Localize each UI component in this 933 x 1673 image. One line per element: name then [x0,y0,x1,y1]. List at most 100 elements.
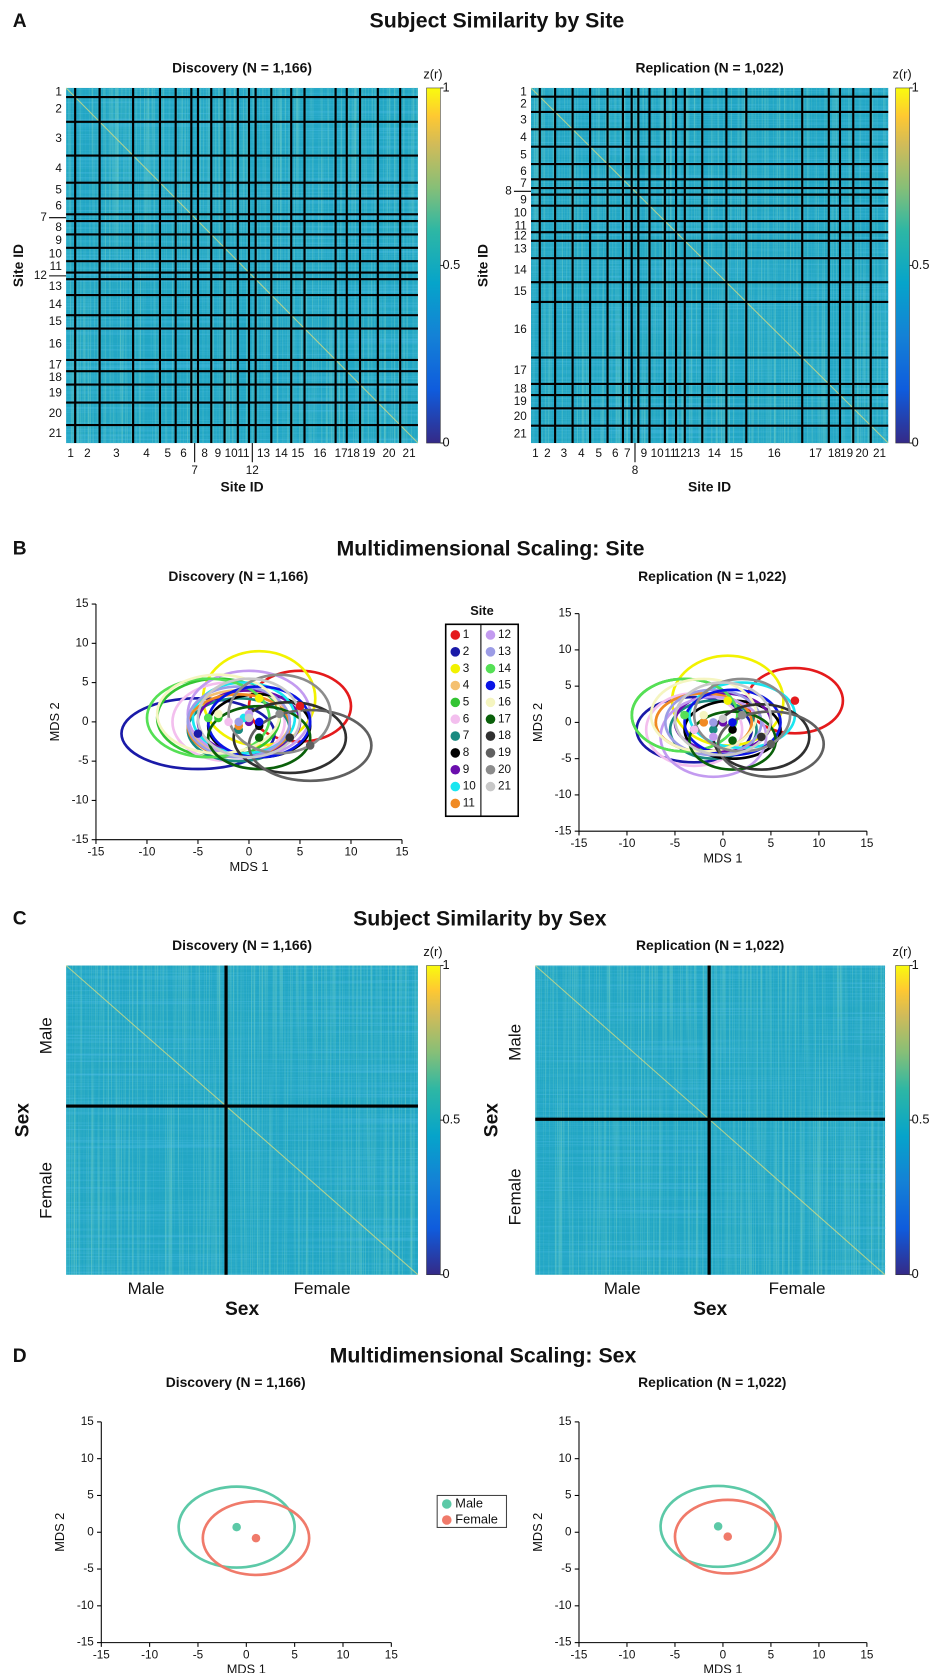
chart-subtitle: Replication (N = 1,022) [636,937,784,953]
y-tick-label: 19 [49,387,62,400]
centroid [295,701,305,711]
x-tick-label: 7 [624,447,631,460]
x-tick-label: -10 [619,1649,636,1662]
y-axis-label: MDS 2 [530,703,545,742]
legend-swatch [485,630,496,640]
y-tick-label: -10 [72,794,89,807]
panel-letter: B [13,539,27,560]
colorbar-tick-label: 1 [443,79,450,94]
centroid [244,713,254,723]
centroid [689,725,699,734]
centroid [766,739,776,749]
colorbar-label: z(r) [423,944,442,959]
centroid [723,696,733,705]
y-tick-label: -5 [83,1562,94,1575]
panel-title: Subject Similarity by Sex [353,906,607,930]
y-tick-label: 5 [565,679,572,692]
y-tick-label: -15 [555,824,572,837]
x-tick-label: 10 [651,447,665,460]
y-tick-label: 8 [55,221,62,234]
spread-ellipse [227,673,332,755]
panel-letter: D [13,1346,27,1367]
y-tick-label: 6 [55,200,62,213]
legend-swatch [441,1515,452,1525]
spread-ellipse [206,704,312,771]
x-tick-label: 1 [532,447,539,460]
colorbar-tick-label: 0.5 [912,257,930,272]
y-tick-label: 20 [49,407,63,420]
x-tick-label: -5 [193,1649,204,1662]
colorbar-label: z(r) [892,67,911,82]
x-tick-label: -10 [139,846,156,859]
y-tick-label: 12 [34,269,47,282]
panel-title: Multidimensional Scaling: Sex [330,1343,637,1367]
y-tick-label: Male [506,1024,525,1061]
y-axis-label: MDS 2 [47,702,62,741]
legend-label: 21 [498,780,511,793]
y-tick-label: 7 [520,177,527,190]
spread-ellipse [668,699,758,760]
legend-swatch [450,647,461,657]
x-tick-label: 17 [335,447,348,460]
x-tick-label: 15 [291,447,305,460]
x-tick-label: 5 [768,1649,775,1662]
x-axis-label: MDS 1 [703,850,742,865]
colorbar-tick-label: 1 [912,957,919,972]
y-tick-label: 10 [75,636,89,649]
panel-title: Multidimensional Scaling: Site [337,536,645,560]
legend-label: 20 [498,763,512,776]
colorbar-label: z(r) [892,944,911,959]
x-tick-label: 5 [291,1649,298,1662]
x-tick-label: 2 [84,447,91,460]
legend-label: 16 [498,695,511,708]
x-tick-label: 5 [596,447,603,460]
x-tick-label: 1 [67,447,74,460]
y-tick-label: 5 [55,184,62,197]
legend-swatch [485,781,496,792]
centroid [254,694,264,703]
x-tick-label: 21 [403,447,416,460]
y-tick-label: -10 [77,1599,94,1612]
legend-label: 14 [498,662,512,675]
colorbar [426,87,441,444]
y-tick-label: 7 [40,211,47,224]
y-tick-label: 18 [514,383,528,396]
legend-swatch [450,748,461,758]
chart-subtitle: Replication (N = 1,022) [638,1374,786,1390]
x-tick-label: 21 [873,447,886,460]
x-tick-label: Female [294,1279,351,1298]
y-tick-label: -15 [77,1636,94,1649]
x-tick-label: 17 [809,447,822,460]
y-tick-label: -15 [555,1636,572,1649]
x-tick-label: 9 [641,447,648,460]
x-tick-label: Male [604,1279,641,1298]
matrix-diagonal [65,965,419,1276]
legend-label: 11 [463,797,475,810]
centroid [254,733,264,742]
x-tick-label: Female [769,1279,826,1298]
y-tick-label: Female [506,1169,525,1226]
spread-ellipse [201,1500,311,1577]
x-tick-label: 12 [246,464,259,477]
x-tick-label: 10 [336,1649,350,1662]
legend-label: 13 [498,645,511,658]
centroid [737,710,747,720]
x-tick-label: 0 [246,846,253,859]
centroid [723,1532,733,1541]
centroid [232,1522,241,1532]
panel-letter: A [13,11,27,32]
colorbar-tick-label: 1 [443,957,450,972]
y-tick-label: 0 [565,1525,572,1538]
x-tick-label: 13 [687,447,700,460]
centroid [275,709,284,719]
y-tick-label: 18 [49,371,63,384]
y-tick-label: -10 [555,788,572,801]
y-tick-label: 10 [81,1452,95,1465]
x-axis-label: Sex [225,1299,259,1320]
centroid [193,729,203,738]
y-tick-label: 10 [558,1452,572,1465]
legend-swatch [485,714,496,725]
colorbar-tick-label: 1 [912,79,919,94]
y-tick-label: 5 [520,148,527,161]
legend-label: 5 [463,695,470,708]
